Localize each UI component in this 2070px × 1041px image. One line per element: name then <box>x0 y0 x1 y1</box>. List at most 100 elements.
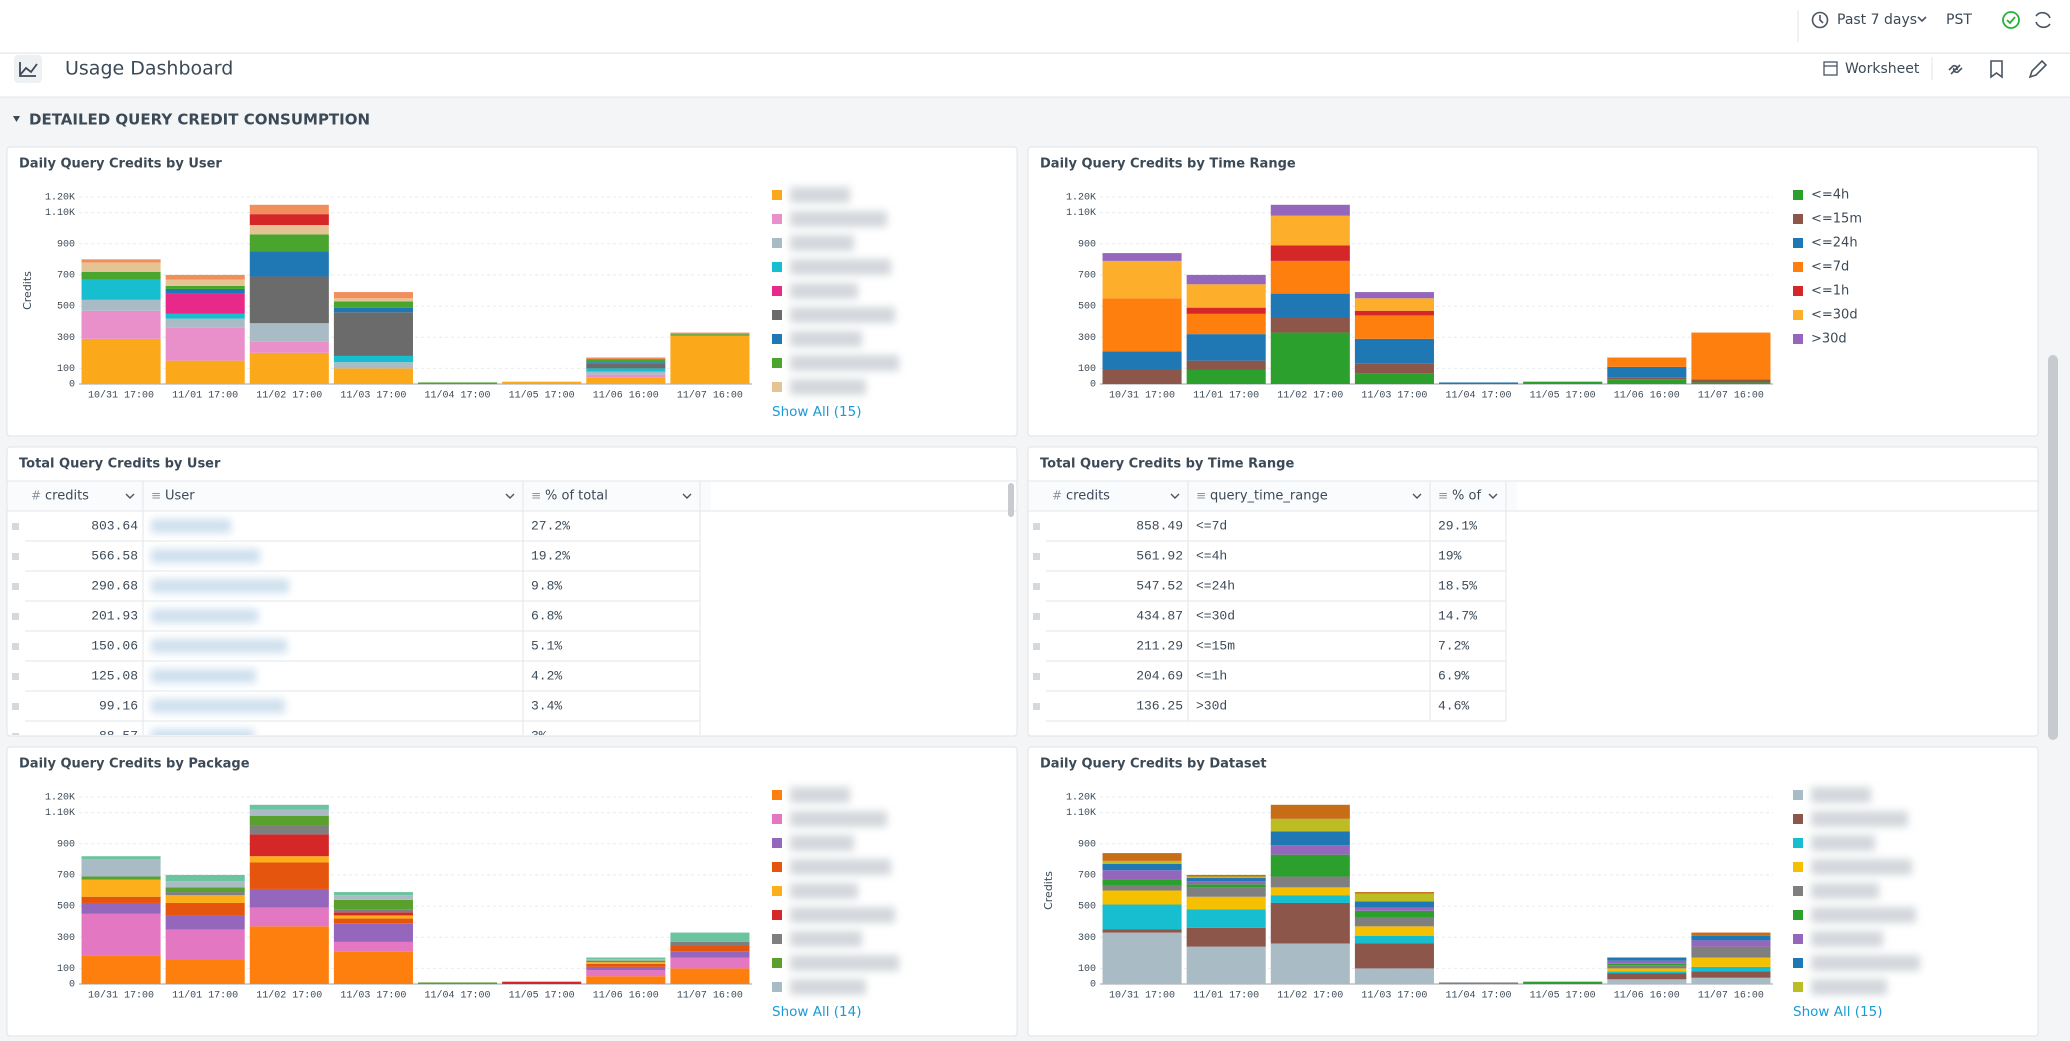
legend-swatch[interactable] <box>1793 862 1803 872</box>
column-header[interactable]: credits <box>1066 489 1110 504</box>
bar-segment[interactable] <box>1270 854 1350 877</box>
bar-segment[interactable] <box>1439 382 1519 384</box>
bar-segment[interactable] <box>81 859 161 877</box>
legend-label[interactable]: <=15m <box>1811 212 1862 227</box>
bar-segment[interactable] <box>1354 892 1434 894</box>
bar-segment[interactable] <box>1186 946 1266 984</box>
legend-swatch[interactable] <box>1793 814 1803 824</box>
bar-segment[interactable] <box>249 323 329 342</box>
row-select[interactable] <box>12 613 19 620</box>
bar-segment[interactable] <box>165 895 245 903</box>
bar-segment[interactable] <box>249 341 329 353</box>
bar-segment[interactable] <box>1186 360 1266 370</box>
bar-segment[interactable] <box>1354 298 1434 311</box>
bar-segment[interactable] <box>586 359 666 363</box>
refresh-icon[interactable] <box>2035 11 2051 29</box>
edit-icon[interactable] <box>2028 59 2048 79</box>
bar-segment[interactable] <box>333 301 413 308</box>
bar-segment[interactable] <box>1102 298 1182 352</box>
bar-segment[interactable] <box>81 902 161 914</box>
time-range[interactable]: Past 7 days <box>1837 12 1917 28</box>
bar-segment[interactable] <box>1270 831 1350 846</box>
bar-segment[interactable] <box>81 856 161 860</box>
bar-segment[interactable] <box>1354 910 1434 917</box>
bar-segment[interactable] <box>1270 204 1350 216</box>
legend-swatch[interactable] <box>1793 982 1803 992</box>
collapse-toggle[interactable] <box>13 116 20 122</box>
bar-segment[interactable] <box>670 334 750 336</box>
bar-segment[interactable] <box>1691 977 1771 984</box>
bar-segment[interactable] <box>249 214 329 226</box>
bar-segment[interactable] <box>1102 260 1182 299</box>
worksheet-button[interactable]: Worksheet <box>1845 61 1920 77</box>
row-select[interactable] <box>1033 583 1040 590</box>
bar-segment[interactable] <box>1102 932 1182 984</box>
bar-segment[interactable] <box>1186 876 1266 879</box>
bar-segment[interactable] <box>1607 963 1687 966</box>
row-select[interactable] <box>1033 613 1040 620</box>
bar-segment[interactable] <box>1607 379 1687 384</box>
row-select[interactable] <box>1033 553 1040 560</box>
table-scrollbar[interactable] <box>1008 483 1014 517</box>
bar-segment[interactable] <box>333 307 413 313</box>
legend-swatch[interactable] <box>1793 934 1803 944</box>
bar-segment[interactable] <box>165 360 245 384</box>
bar-segment[interactable] <box>333 895 413 900</box>
legend-swatch[interactable] <box>1793 838 1803 848</box>
bar-segment[interactable] <box>1270 260 1350 294</box>
bar-segment[interactable] <box>1354 373 1434 384</box>
bar-segment[interactable] <box>1691 966 1771 972</box>
legend-swatch[interactable] <box>772 214 782 224</box>
bar-segment[interactable] <box>333 915 413 919</box>
bar-segment[interactable] <box>1186 369 1266 384</box>
bar-segment[interactable] <box>333 368 413 384</box>
bar-segment[interactable] <box>1354 926 1434 936</box>
bar-segment[interactable] <box>333 912 413 916</box>
bar-segment[interactable] <box>1186 881 1266 885</box>
bar-segment[interactable] <box>502 981 582 984</box>
bar-segment[interactable] <box>165 274 245 280</box>
bar-segment[interactable] <box>1270 902 1350 944</box>
legend-swatch[interactable] <box>772 262 782 272</box>
show-all-link[interactable]: Show All (15) <box>1793 1004 1882 1020</box>
bar-segment[interactable] <box>1102 369 1182 384</box>
bar-segment[interactable] <box>1102 351 1182 370</box>
bar-segment[interactable] <box>1186 334 1266 361</box>
bar-segment[interactable] <box>249 815 329 826</box>
bar-segment[interactable] <box>249 926 329 984</box>
legend-swatch[interactable] <box>772 790 782 800</box>
bar-segment[interactable] <box>333 362 413 369</box>
row-select[interactable] <box>1033 523 1040 530</box>
bar-segment[interactable] <box>249 825 329 835</box>
bar-segment[interactable] <box>165 293 245 314</box>
row-select[interactable] <box>12 523 19 530</box>
bar-segment[interactable] <box>670 941 750 946</box>
legend-swatch[interactable] <box>1793 238 1803 248</box>
bar-segment[interactable] <box>586 371 666 375</box>
bar-segment[interactable] <box>81 896 161 903</box>
bar-segment[interactable] <box>165 915 245 930</box>
bar-segment[interactable] <box>1186 874 1266 877</box>
bar-segment[interactable] <box>1102 904 1182 930</box>
row-select[interactable] <box>12 553 19 560</box>
bar-segment[interactable] <box>81 955 161 984</box>
legend-swatch[interactable] <box>1793 790 1803 800</box>
bar-segment[interactable] <box>1691 932 1771 936</box>
bar-segment[interactable] <box>586 368 666 372</box>
bar-segment[interactable] <box>1102 870 1182 880</box>
legend-swatch[interactable] <box>772 862 782 872</box>
bar-segment[interactable] <box>1607 973 1687 980</box>
timezone[interactable]: PST <box>1946 12 1972 28</box>
bar-segment[interactable] <box>249 204 329 215</box>
bar-segment[interactable] <box>249 225 329 235</box>
bar-segment[interactable] <box>249 251 329 277</box>
bar-segment[interactable] <box>1102 929 1182 933</box>
bar-segment[interactable] <box>586 966 666 970</box>
bar-segment[interactable] <box>1270 804 1350 819</box>
legend-swatch[interactable] <box>1793 190 1803 200</box>
bar-segment[interactable] <box>670 332 750 335</box>
legend-swatch[interactable] <box>772 958 782 968</box>
column-header[interactable]: % of <box>1452 489 1481 504</box>
legend-swatch[interactable] <box>772 886 782 896</box>
row-select[interactable] <box>12 583 19 590</box>
